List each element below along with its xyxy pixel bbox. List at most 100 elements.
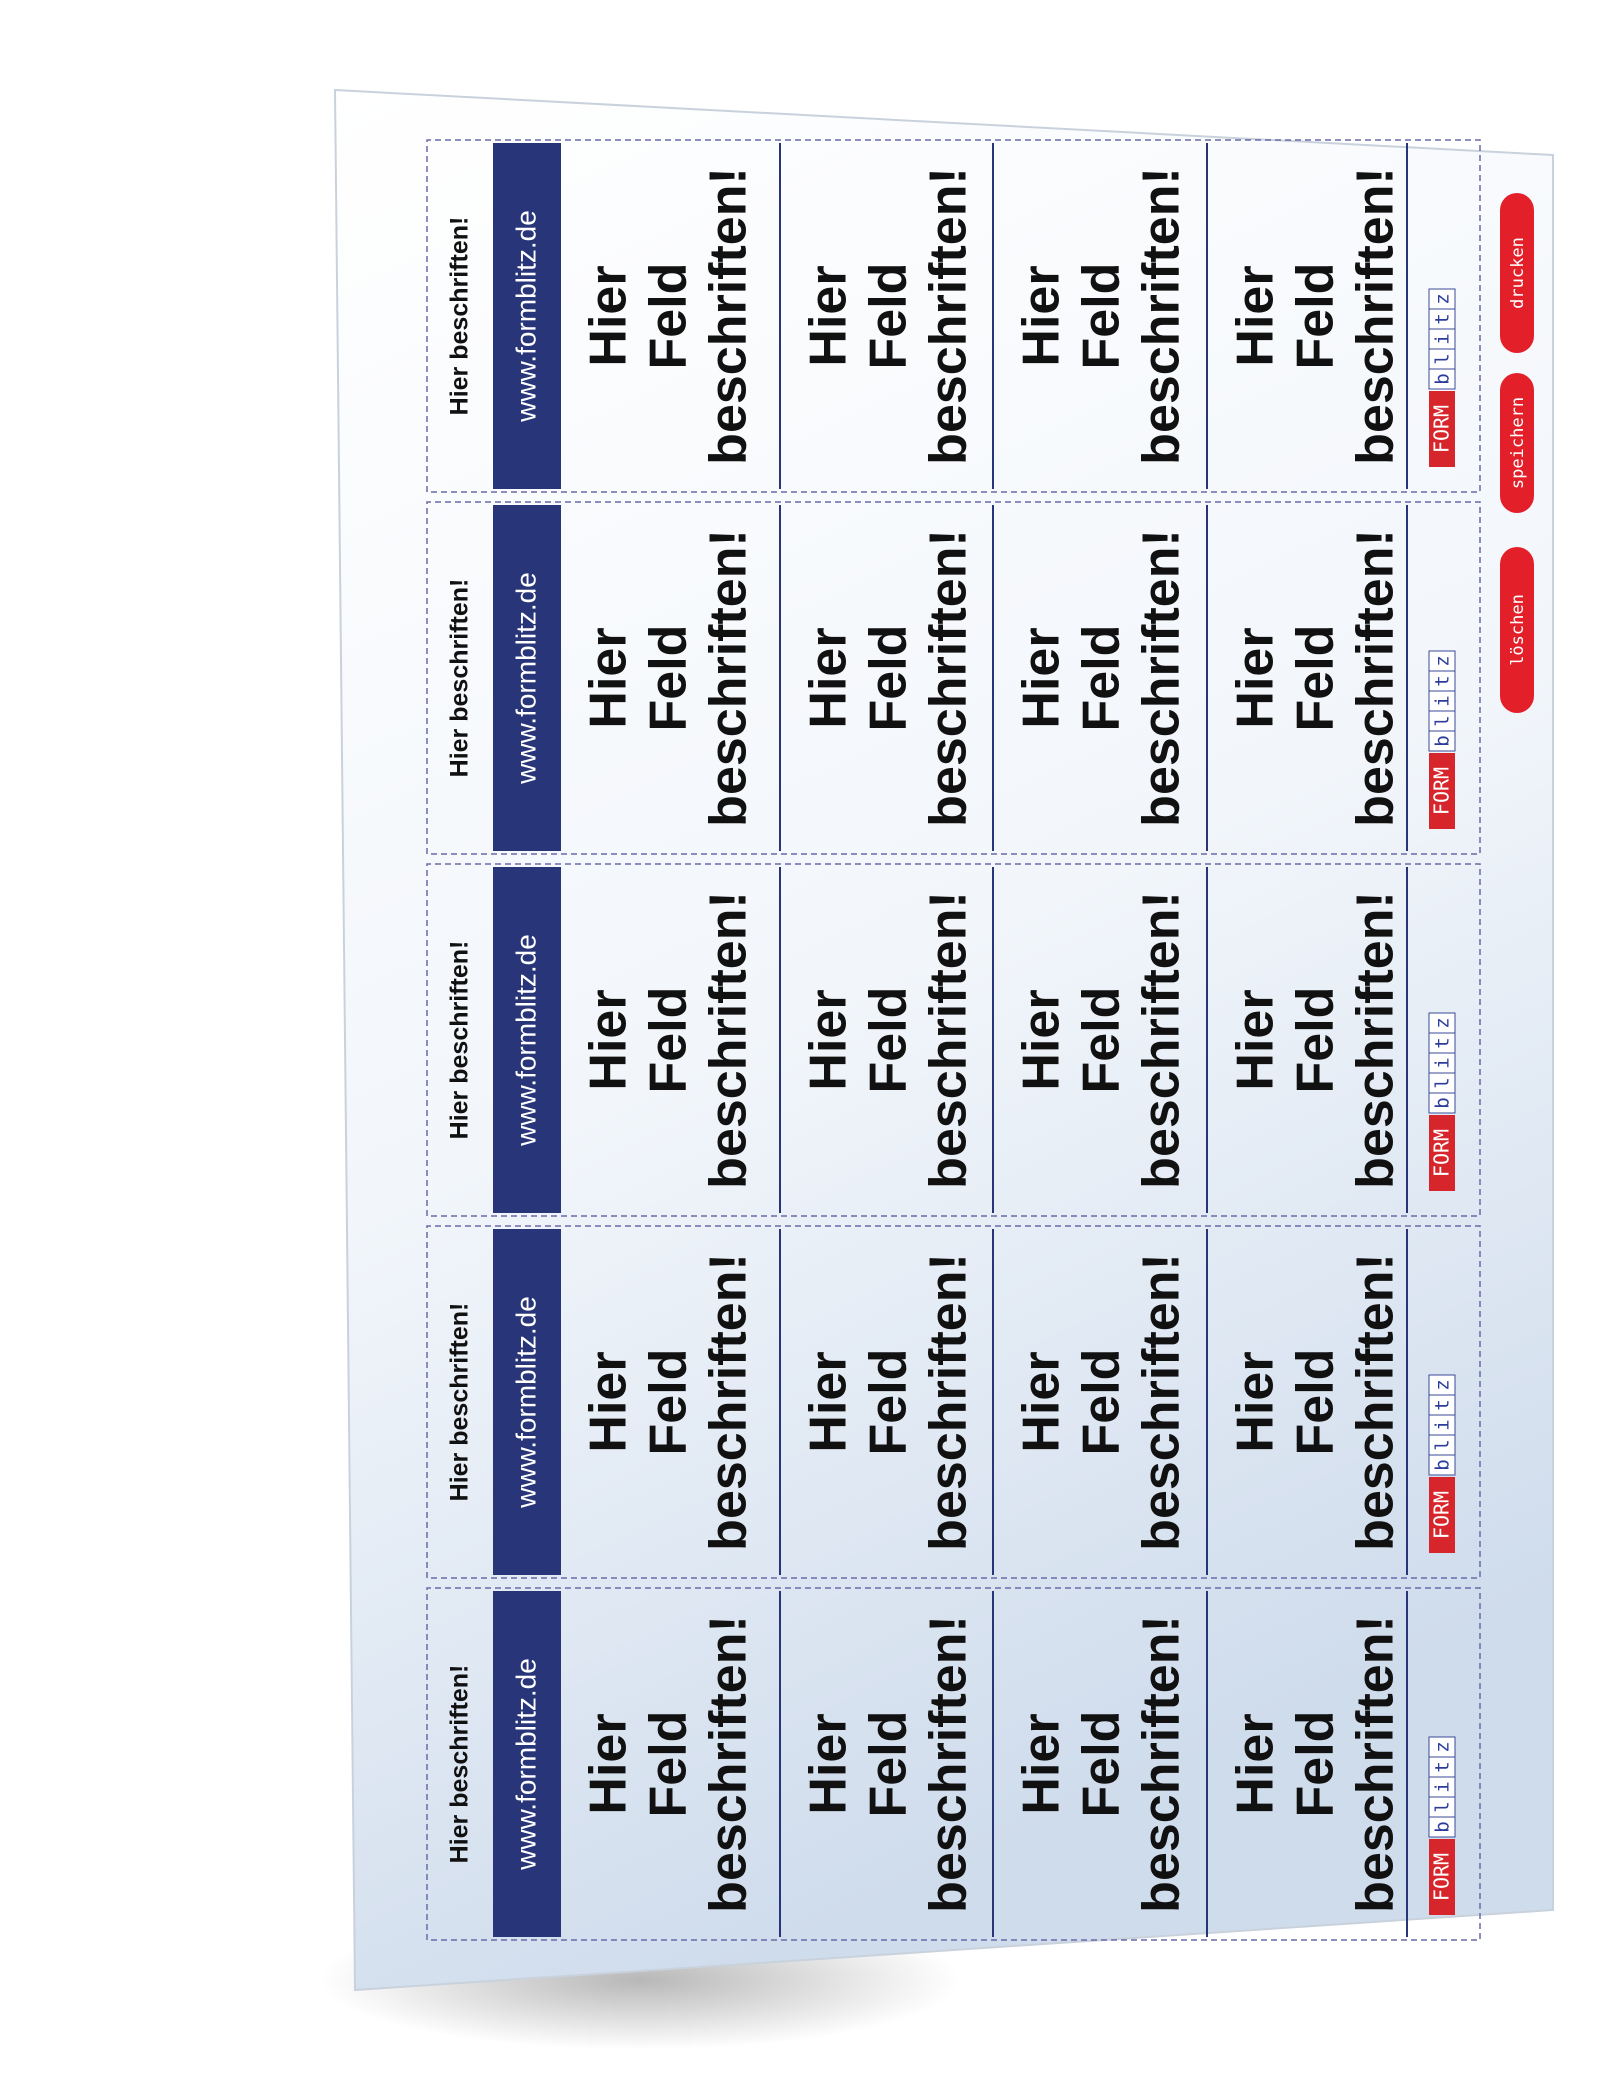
button-body[interactable] <box>1500 547 1534 713</box>
button-label[interactable]: löschen <box>1508 594 1528 666</box>
logo-form: FORM <box>1430 767 1454 815</box>
field-text: Hier <box>580 1713 638 1814</box>
field-text: Feld <box>1287 987 1345 1094</box>
field-text: Hier <box>800 265 858 366</box>
label-strip: Hier beschriften! www.formblitz.de Hier Fel… <box>426 1587 1481 1941</box>
logo-letter: i <box>1432 1057 1454 1068</box>
action-button[interactable]: drucken <box>1500 193 1534 353</box>
strip-header: Hier beschriften! <box>446 217 474 416</box>
field-text: beschriften! <box>1347 167 1405 465</box>
page-content: Hier beschriften! www.formblitz.de Hier Fel… <box>426 139 1534 1941</box>
logo-form: FORM <box>1430 405 1454 453</box>
logo-letter: i <box>1432 333 1454 344</box>
field-text: Feld <box>1073 263 1131 370</box>
logo-letter: i <box>1432 1781 1454 1792</box>
field-text: Hier <box>800 1351 858 1452</box>
field-text: Hier <box>1227 1351 1285 1452</box>
action-button[interactable]: löschen <box>1500 547 1534 713</box>
logo-letter: t <box>1432 1399 1454 1410</box>
field-text: Feld <box>860 987 918 1094</box>
logo-letter: t <box>1432 1037 1454 1048</box>
field-text: beschriften! <box>920 891 978 1189</box>
logo-letter: l <box>1432 715 1454 726</box>
url-bar <box>493 1229 561 1575</box>
field-text: beschriften! <box>920 1615 978 1913</box>
field-text: Hier <box>1013 1713 1071 1814</box>
field-text: Hier <box>1227 1713 1285 1814</box>
strip-header: Hier beschriften! <box>446 941 474 1140</box>
field-text: Hier <box>800 627 858 728</box>
field-text: beschriften! <box>700 529 758 827</box>
field-text: Feld <box>1073 987 1131 1094</box>
field-text: Hier <box>1013 627 1071 728</box>
logo-form-box <box>1429 1477 1455 1553</box>
field-text: beschriften! <box>920 1253 978 1551</box>
field-text: Feld <box>1287 263 1345 370</box>
button-body[interactable] <box>1500 193 1534 353</box>
field-text: Feld <box>860 1349 918 1456</box>
field-text: beschriften! <box>1347 891 1405 1189</box>
url-text: www.formblitz.de <box>510 1658 541 1871</box>
cut-border <box>426 863 1481 1217</box>
field-text: Hier <box>1013 989 1071 1090</box>
logo-form: FORM <box>1430 1853 1454 1901</box>
field-text: Feld <box>860 625 918 732</box>
strip-header: Hier beschriften! <box>446 579 474 778</box>
logo-form: FORM <box>1430 1491 1454 1539</box>
label-strip: Hier beschriften! www.formblitz.de Hier Fel… <box>426 139 1481 493</box>
url-bar <box>493 1591 561 1937</box>
logo-letter: z <box>1432 655 1454 666</box>
field-text: beschriften! <box>920 167 978 465</box>
button-label[interactable]: drucken <box>1508 237 1528 309</box>
field-text: Feld <box>1287 1711 1345 1818</box>
field-text: beschriften! <box>1347 529 1405 827</box>
field-text: beschriften! <box>1133 529 1191 827</box>
field-text: beschriften! <box>700 167 758 465</box>
field-text: Feld <box>1073 1711 1131 1818</box>
cut-border <box>426 501 1481 855</box>
logo-letter: t <box>1432 313 1454 324</box>
url-text: www.formblitz.de <box>510 210 541 423</box>
logo-letter-box <box>1428 650 1456 672</box>
field-text: Hier <box>800 1713 858 1814</box>
url-text: www.formblitz.de <box>510 572 541 785</box>
field-text: beschriften! <box>700 1615 758 1913</box>
field-text: Hier <box>1227 989 1285 1090</box>
field-text: Hier <box>580 627 638 728</box>
field-text: Hier <box>1013 1351 1071 1452</box>
field-text: Hier <box>580 265 638 366</box>
logo-form-box <box>1429 391 1455 467</box>
logo-letter: t <box>1432 1761 1454 1772</box>
cut-border <box>426 139 1481 493</box>
logo-form-box <box>1429 1115 1455 1191</box>
cut-border <box>426 1587 1481 1941</box>
logo-form-box <box>1429 753 1455 829</box>
logo-form: FORM <box>1430 1129 1454 1177</box>
action-button[interactable]: speichern <box>1500 373 1534 513</box>
logo-letter: b <box>1432 373 1454 384</box>
field-text: beschriften! <box>1133 167 1191 465</box>
logo-letter: z <box>1432 1379 1454 1390</box>
field-text: Feld <box>1287 625 1345 732</box>
field-text: Hier <box>1227 265 1285 366</box>
logo-letter-box <box>1428 1374 1456 1396</box>
field-text: beschriften! <box>1133 1253 1191 1551</box>
field-text: Hier <box>800 989 858 1090</box>
button-label[interactable]: speichern <box>1508 397 1528 489</box>
field-text: Feld <box>640 1349 698 1456</box>
url-text: www.formblitz.de <box>510 1296 541 1509</box>
logo-letter: l <box>1432 1801 1454 1812</box>
logo-letter-box <box>1428 1736 1456 1758</box>
field-text: Feld <box>1073 625 1131 732</box>
field-text: Feld <box>860 1711 918 1818</box>
logo-letter: z <box>1432 293 1454 304</box>
logo-letter: b <box>1432 1459 1454 1470</box>
logo-letter: l <box>1432 1439 1454 1450</box>
cut-border <box>426 1225 1481 1579</box>
strip-header: Hier beschriften! <box>446 1665 474 1864</box>
field-text: Feld <box>640 625 698 732</box>
field-text: beschriften! <box>1133 891 1191 1189</box>
button-body[interactable] <box>1500 373 1534 513</box>
logo-letter: l <box>1432 1077 1454 1088</box>
field-text: Hier <box>580 989 638 1090</box>
